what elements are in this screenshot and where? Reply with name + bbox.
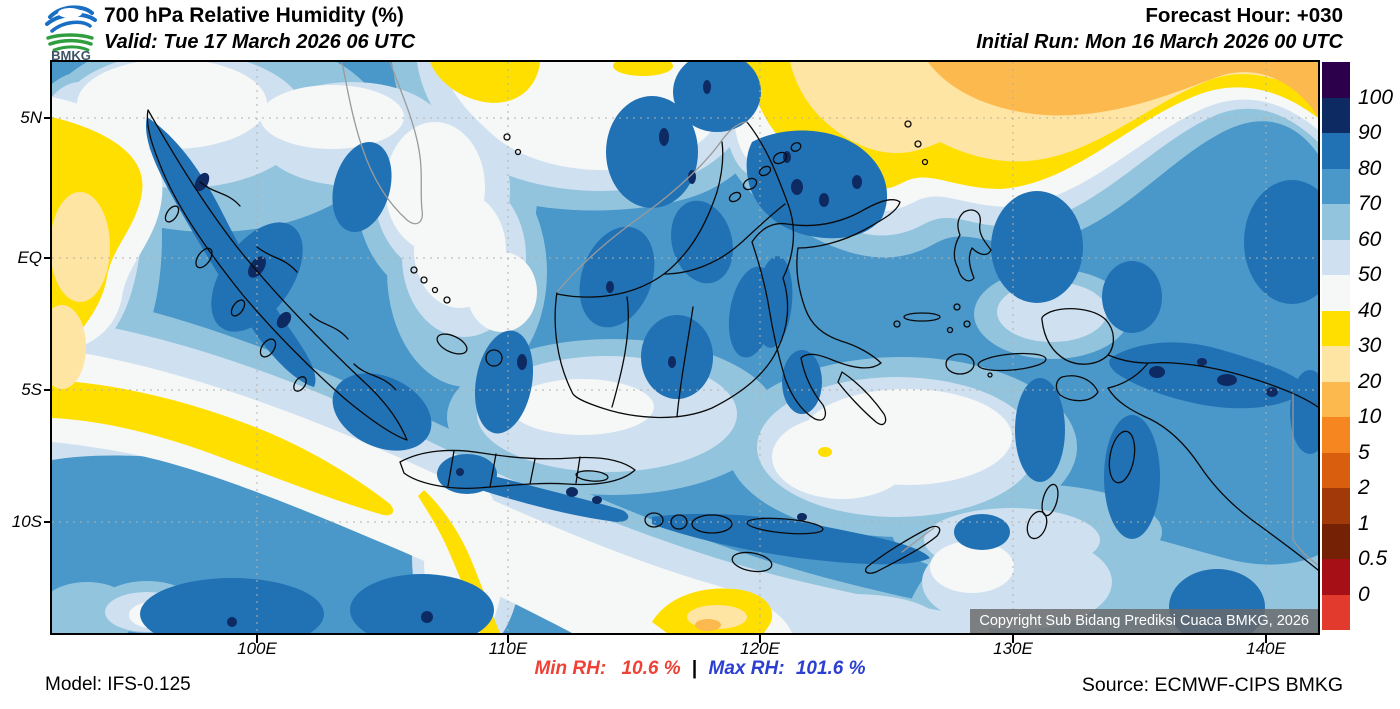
colorbar-segment (1322, 559, 1350, 595)
rh-fill-10-20 (695, 62, 1318, 631)
colorbar-segment (1322, 168, 1350, 204)
colorbar-label: 10 (1358, 405, 1382, 428)
colorbar-label: 50 (1358, 263, 1382, 286)
colorbar-label: 2 (1358, 476, 1370, 499)
colorbar-label: 0 (1358, 582, 1370, 606)
colorbar-label: 1 (1358, 511, 1370, 535)
page-title: 700 hPa Relative Humidity (%) (104, 4, 404, 27)
colorbar-segment (1322, 97, 1350, 133)
foreign-borders (341, 62, 1318, 566)
colorbar-label: 80 (1358, 156, 1382, 180)
colorbar-label: 0.5 (1358, 547, 1388, 570)
y-tick-label: 5N (20, 108, 42, 127)
colorbar-segment (1322, 417, 1350, 453)
colorbar-segment (1322, 346, 1350, 382)
x-tick-mark (256, 635, 258, 643)
x-tick-mark (1265, 635, 1267, 643)
y-tick-mark (44, 389, 52, 391)
colorbar-label: 5 (1358, 440, 1370, 464)
colorbar-label: 70 (1358, 192, 1382, 215)
min-rh-value: 10.6 % (621, 658, 681, 679)
y-tick-mark (44, 257, 52, 259)
max-rh-label: Max RH: (708, 658, 785, 679)
colorbar-segment (1322, 239, 1350, 275)
colorbar-segment (1322, 204, 1350, 240)
map-panel: Copyright Sub Bidang Prediksi Cuaca BMKG… (50, 60, 1320, 635)
colorbar-label: 100 (1358, 85, 1394, 109)
max-rh-value: 101.6 % (795, 658, 866, 679)
colorbar-segment (1322, 381, 1350, 417)
min-max-line: Min RH: 10.6 % | Max RH: 101.6 % (0, 658, 1400, 680)
colorbar-segment (1322, 488, 1350, 524)
copyright-overlay: Copyright Sub Bidang Prediksi Cuaca BMKG… (970, 609, 1318, 633)
logo-leaf-icon (46, 33, 94, 40)
x-tick-mark (1012, 635, 1014, 643)
colorbar-label: 30 (1358, 334, 1382, 357)
forecast-hour: Forecast Hour: +030 (1145, 4, 1343, 27)
min-rh-label: Min RH: (534, 658, 607, 679)
x-tick-label: 140E (1246, 639, 1286, 658)
y-tick-label: EQ (17, 248, 42, 267)
y-tick-mark (44, 117, 52, 119)
min-max-separator: | (691, 658, 698, 679)
colorbar-label: 20 (1358, 369, 1382, 393)
colorbar-segment (1322, 523, 1350, 559)
colorbar-segment (1322, 133, 1350, 169)
colorbar (1322, 62, 1350, 630)
colorbar-segment (1322, 594, 1350, 630)
x-tick-mark (507, 635, 509, 643)
colorbar-label: 40 (1358, 298, 1382, 322)
x-tick-label: 100E (237, 639, 277, 658)
colorbar-label: 90 (1358, 121, 1382, 144)
x-tick-mark (759, 635, 761, 643)
logo-text: BMKG (51, 48, 91, 61)
x-tick-label: 110E (488, 639, 528, 658)
y-tick-mark (44, 521, 52, 523)
colorbar-segment (1322, 310, 1350, 346)
y-tick-label: 5S (21, 380, 42, 399)
coastlines (146, 109, 1318, 574)
colorbar-label: 60 (1358, 227, 1382, 251)
bmkg-logo: BMKG (45, 5, 97, 61)
y-tick-label: 10S (11, 512, 42, 531)
valid-time: Valid: Tue 17 March 2026 06 UTC (104, 31, 416, 53)
initial-run: Initial Run: Mon 16 March 2026 00 UTC (976, 31, 1343, 53)
source-label: Source: ECMWF-CIPS BMKG (1081, 674, 1343, 696)
model-label: Model: IFS-0.125 (45, 674, 191, 695)
logo-wave-icon (48, 5, 94, 19)
colorbar-segment (1322, 62, 1350, 98)
x-tick-label: 120E (740, 639, 780, 658)
colorbar-segment (1322, 275, 1350, 311)
colorbar-segment (1322, 452, 1350, 488)
x-tick-label: 130E (993, 639, 1033, 658)
humidity-map-svg (52, 62, 1318, 633)
rh-fill-80-90 (140, 62, 1318, 633)
graticule (52, 62, 1318, 633)
